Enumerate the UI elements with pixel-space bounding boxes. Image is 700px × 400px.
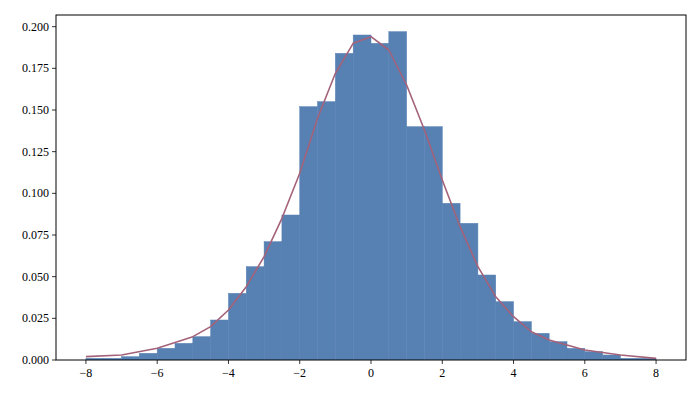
x-tick-label: −4 <box>222 366 235 380</box>
plot-frame <box>56 15 686 360</box>
x-tick <box>157 360 158 364</box>
histogram-bar <box>318 102 336 360</box>
x-tick <box>584 360 585 364</box>
histogram-bar <box>371 43 389 360</box>
y-tick <box>52 151 56 152</box>
y-tick-label: 0.200 <box>22 20 49 34</box>
y-tick <box>52 110 56 111</box>
x-tick <box>513 360 514 364</box>
x-tick-label: 8 <box>653 366 659 380</box>
histogram-bar <box>514 322 532 360</box>
y-tick-label: 0.175 <box>22 61 49 75</box>
histogram-bar <box>496 302 514 360</box>
y-tick <box>52 26 56 27</box>
y-tick <box>52 360 56 361</box>
histogram-bar <box>211 320 229 360</box>
y-tick <box>52 318 56 319</box>
chart: −8 −6 −4 −2 0 2 4 6 8 0.000 0.025 0.050 0.075 0.100 0.… <box>0 0 700 400</box>
x-tick <box>656 360 657 364</box>
x-tick <box>299 360 300 364</box>
y-tick-label: 0.025 <box>22 311 49 325</box>
y-tick <box>52 193 56 194</box>
histogram-bar <box>228 293 246 360</box>
y-tick-label: 0.150 <box>22 103 49 117</box>
histogram-bar <box>139 353 157 360</box>
x-tick-label: −2 <box>293 366 306 380</box>
histogram-bar <box>424 127 442 360</box>
x-tick <box>371 360 372 364</box>
y-tick-label: 0.075 <box>22 228 49 242</box>
y-tick-label: 0.000 <box>22 353 49 367</box>
x-tick-label: 0 <box>368 366 374 380</box>
x-tick-label: 6 <box>582 366 588 380</box>
histogram-bar <box>264 242 282 360</box>
histogram-bar <box>531 333 549 360</box>
histogram-bar <box>442 203 460 360</box>
y-tick <box>52 235 56 236</box>
histogram-bar <box>478 275 496 360</box>
histogram-bar <box>460 223 478 360</box>
histogram-bar <box>407 127 425 360</box>
histogram-bar <box>282 215 300 360</box>
histogram-bar <box>157 348 175 360</box>
plot-area <box>86 32 656 360</box>
histogram-bar <box>353 35 371 360</box>
x-tick-label: −6 <box>151 366 164 380</box>
histogram-bar <box>567 348 585 360</box>
x-tick <box>85 360 86 364</box>
x-tick <box>228 360 229 364</box>
y-tick-label: 0.050 <box>22 270 49 284</box>
histogram-bar <box>335 53 353 360</box>
histogram-bar <box>175 343 193 360</box>
histogram-bar <box>193 337 211 360</box>
x-tick-label: 4 <box>511 366 517 380</box>
x-tick-label: −8 <box>80 366 93 380</box>
x-tick-label: 2 <box>439 366 445 380</box>
y-tick <box>52 68 56 69</box>
y-tick <box>52 276 56 277</box>
y-tick-label: 0.125 <box>22 145 49 159</box>
x-tick <box>442 360 443 364</box>
density-line <box>86 37 656 359</box>
y-tick-label: 0.100 <box>22 186 49 200</box>
histogram-bar <box>603 355 621 360</box>
